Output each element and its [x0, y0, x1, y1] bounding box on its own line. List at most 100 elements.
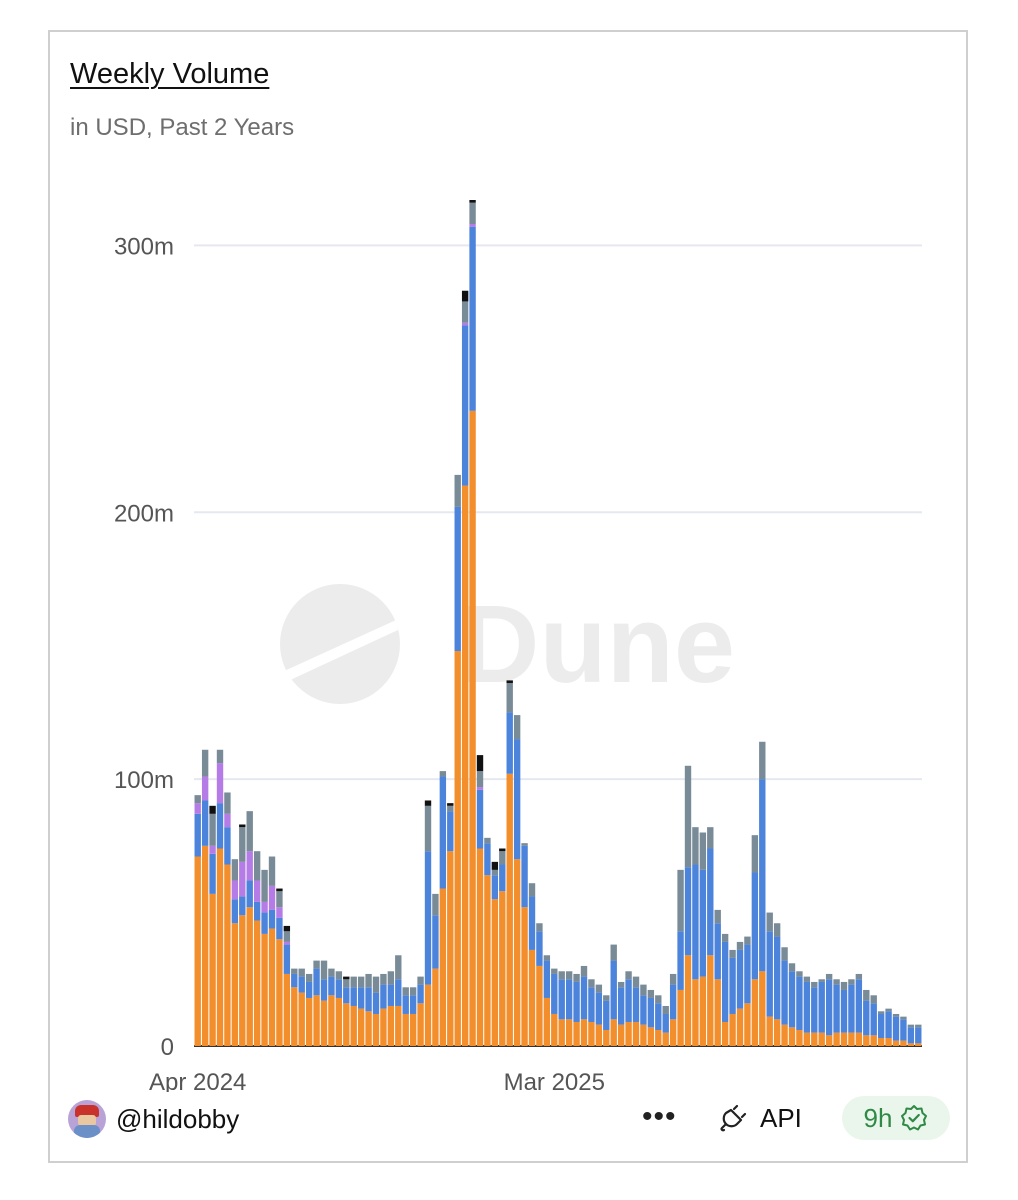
bar-segment-gray[interactable] [603, 995, 610, 1001]
bar-segment-gray[interactable] [424, 805, 432, 852]
bar-segment-orange[interactable] [573, 1021, 580, 1046]
bar-segment-gray[interactable] [565, 971, 573, 980]
bar-segment-orange[interactable] [484, 875, 491, 1046]
bar-segment-blue[interactable] [885, 1011, 892, 1038]
bar-segment-blue[interactable] [276, 917, 283, 940]
bar-segment-blue[interactable] [729, 957, 736, 1014]
bar-segment-gray[interactable] [773, 923, 781, 937]
bar-segment-blue[interactable] [647, 997, 655, 1028]
bar-segment-blue[interactable] [848, 984, 855, 1033]
bar-segment-gray[interactable] [551, 968, 558, 974]
bar-segment-orange[interactable] [788, 1027, 796, 1046]
bar-segment-blue[interactable] [194, 813, 201, 857]
bar-segment-gray[interactable] [402, 987, 409, 996]
author-username[interactable]: @hildobby [116, 1104, 240, 1134]
bar-segment-purple[interactable] [276, 907, 283, 918]
bar-segment-blue[interactable] [209, 853, 216, 894]
bar-segment-orange[interactable] [499, 891, 506, 1046]
bar-segment-gray[interactable] [246, 811, 253, 852]
bar-segment-gray[interactable] [907, 1024, 915, 1028]
bar-segment-gray[interactable] [372, 976, 380, 993]
bar-segment-purple[interactable] [261, 901, 268, 913]
bar-segment-gray[interactable] [892, 1013, 900, 1017]
bar-segment-gray[interactable] [298, 968, 305, 977]
bar-segment-gray[interactable] [194, 795, 201, 804]
bar-segment-blue[interactable] [863, 1000, 870, 1036]
bar-segment-orange[interactable] [380, 1008, 387, 1046]
bar-segment-blue[interactable] [350, 987, 357, 1006]
bar-segment-gray[interactable] [877, 1011, 885, 1014]
bar-segment-blue[interactable] [892, 1016, 900, 1041]
bar-segment-orange[interactable] [915, 1043, 922, 1046]
bar-segment-blue[interactable] [632, 987, 640, 1022]
bar-segment-black[interactable] [343, 976, 350, 980]
bar-segment-gray[interactable] [239, 827, 246, 862]
bar-segment-gray[interactable] [662, 1005, 669, 1014]
bar-segment-blue[interactable] [491, 875, 499, 900]
bar-segment-blue[interactable] [536, 931, 543, 966]
bar-segment-blue[interactable] [402, 995, 409, 1014]
bar-segment-gray[interactable] [513, 715, 521, 740]
bar-segment-blue[interactable] [610, 960, 617, 1020]
bar-segment-blue[interactable] [907, 1027, 915, 1044]
bar-segment-blue[interactable] [528, 896, 536, 950]
bar-segment-orange[interactable] [721, 1021, 729, 1046]
bar-segment-gray[interactable] [833, 979, 840, 985]
bar-segment-gray[interactable] [476, 771, 484, 788]
bar-segment-orange[interactable] [744, 1003, 751, 1046]
bar-segment-orange[interactable] [751, 979, 759, 1046]
bar-segment-orange[interactable] [395, 1005, 402, 1046]
bar-segment-blue[interactable] [796, 976, 803, 1030]
bar-segment-orange[interactable] [877, 1037, 885, 1046]
bar-segment-blue[interactable] [640, 995, 647, 1025]
bar-segment-blue[interactable] [447, 811, 454, 852]
bar-segment-orange[interactable] [350, 1005, 357, 1046]
bar-segment-gray[interactable] [588, 979, 595, 988]
bar-segment-black[interactable] [461, 290, 469, 302]
bar-segment-orange[interactable] [833, 1032, 840, 1046]
bar-segment-orange[interactable] [506, 773, 513, 1046]
bar-segment-blue[interactable] [313, 968, 320, 996]
bar-segment-gray[interactable] [201, 749, 209, 777]
bar-segment-blue[interactable] [387, 984, 395, 1006]
bar-segment-orange[interactable] [528, 949, 536, 1046]
bar-segment-black[interactable] [499, 848, 506, 852]
bar-segment-purple[interactable] [469, 224, 476, 227]
bar-segment-gray[interactable] [751, 835, 759, 873]
bar-segment-blue[interactable] [305, 981, 313, 998]
bar-segment-gray[interactable] [573, 973, 580, 982]
bar-segment-orange[interactable] [840, 1032, 848, 1046]
bar-segment-blue[interactable] [461, 325, 469, 486]
bar-segment-gray[interactable] [231, 859, 239, 881]
bar-segment-blue[interactable] [291, 973, 298, 988]
bar-segment-gray[interactable] [268, 856, 276, 886]
bar-segment-orange[interactable] [209, 893, 216, 1046]
bar-segment-gray[interactable] [870, 995, 877, 1004]
bar-segment-gray[interactable] [499, 851, 506, 865]
bar-segment-gray[interactable] [766, 912, 773, 932]
bar-segment-orange[interactable] [900, 1040, 907, 1046]
bar-segment-blue[interactable] [595, 992, 603, 1025]
bar-segment-gray[interactable] [528, 883, 536, 897]
bar-segment-blue[interactable] [707, 848, 714, 956]
bar-segment-gray[interactable] [699, 832, 707, 870]
bar-segment-blue[interactable] [699, 869, 707, 977]
bar-segment-orange[interactable] [543, 997, 551, 1046]
bar-segment-gray[interactable] [380, 973, 387, 985]
bar-segment-blue[interactable] [625, 979, 632, 1022]
bar-segment-orange[interactable] [766, 1016, 773, 1046]
bar-segment-blue[interactable] [662, 1013, 669, 1033]
bar-segment-gray[interactable] [781, 947, 788, 961]
bar-segment-orange[interactable] [476, 848, 484, 1046]
bar-segment-blue[interactable] [380, 984, 387, 1009]
bar-segment-orange[interactable] [848, 1032, 855, 1046]
bar-segment-orange[interactable] [261, 933, 268, 1046]
bar-segment-gray[interactable] [707, 827, 714, 849]
bar-segment-gray[interactable] [291, 968, 298, 974]
bar-segment-blue[interactable] [543, 960, 551, 998]
bar-segment-orange[interactable] [870, 1035, 877, 1046]
bar-segment-gray[interactable] [647, 989, 655, 998]
bar-segment-blue[interactable] [357, 987, 365, 1009]
bar-segment-orange[interactable] [283, 973, 291, 1046]
bar-segment-blue[interactable] [565, 979, 573, 1020]
